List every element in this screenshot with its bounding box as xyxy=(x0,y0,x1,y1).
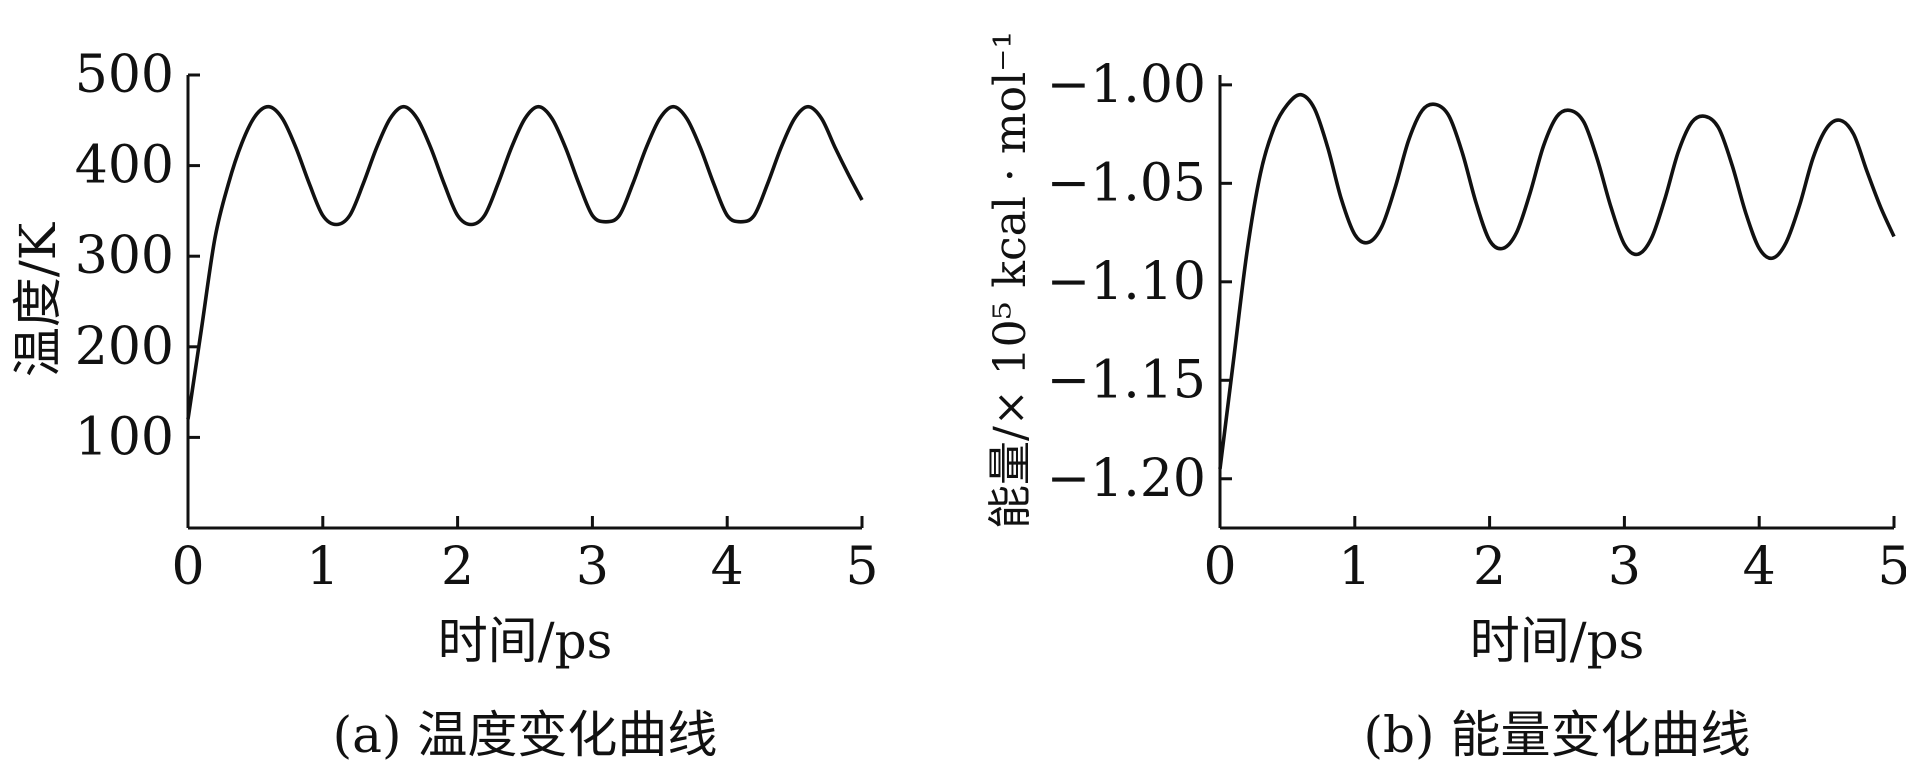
y-tick-label: −1.10 xyxy=(1047,252,1206,312)
y-tick-label: 200 xyxy=(75,317,174,377)
x-tick-label: 3 xyxy=(576,537,609,597)
x-tick-label: 2 xyxy=(1473,537,1506,597)
x-tick-label: 0 xyxy=(1203,537,1236,597)
tick-group: 0 1 2 3 4 5 100 200 300 400 500 xyxy=(75,45,879,597)
x-tick-label: 0 xyxy=(171,537,204,597)
y-tick-label: 300 xyxy=(75,226,174,286)
y-tick-label: 100 xyxy=(75,407,174,467)
x-tick-label: 3 xyxy=(1608,537,1641,597)
y-tick-label: −1.00 xyxy=(1047,55,1206,115)
x-tick-label: 1 xyxy=(1338,537,1371,597)
y-axis-label: 能量/× 10⁵ kcal · mol⁻¹ xyxy=(985,31,1036,529)
temperature-line xyxy=(186,104,864,420)
y-axis-label: 温度/K xyxy=(9,221,67,377)
y-tick-label: 500 xyxy=(75,45,174,105)
x-tick-label: 4 xyxy=(1743,537,1776,597)
y-tick-label: 400 xyxy=(75,136,174,196)
x-tick-label: 4 xyxy=(711,537,744,597)
x-axis-label: 时间/ps xyxy=(1470,612,1645,670)
tick-group: 0 1 2 3 4 5 −1.00 −1.05 −1.10 −1.15 −1.20 xyxy=(1047,55,1906,597)
y-tick-label: −1.20 xyxy=(1047,449,1206,509)
panel-caption: (a) 温度变化曲线 xyxy=(333,706,718,764)
chart-panel-temperature: 0 1 2 3 4 5 100 200 300 400 500 时间/ps 温度/K (a) 温度变… xyxy=(9,45,879,764)
x-tick-label: 1 xyxy=(306,537,339,597)
x-tick-label: 5 xyxy=(845,537,878,597)
chart-panel-energy: 0 1 2 3 4 5 −1.00 −1.05 −1.10 −1.15 −1.20 时间/ps 能量… xyxy=(985,31,1906,764)
energy-line xyxy=(1218,92,1896,470)
panel-caption: (b) 能量变化曲线 xyxy=(1364,706,1751,764)
x-tick-label: 5 xyxy=(1877,537,1906,597)
x-axis-label: 时间/ps xyxy=(438,612,613,670)
x-tick-label: 2 xyxy=(441,537,474,597)
y-tick-label: −1.05 xyxy=(1047,153,1206,213)
y-tick-label: −1.15 xyxy=(1047,350,1206,410)
